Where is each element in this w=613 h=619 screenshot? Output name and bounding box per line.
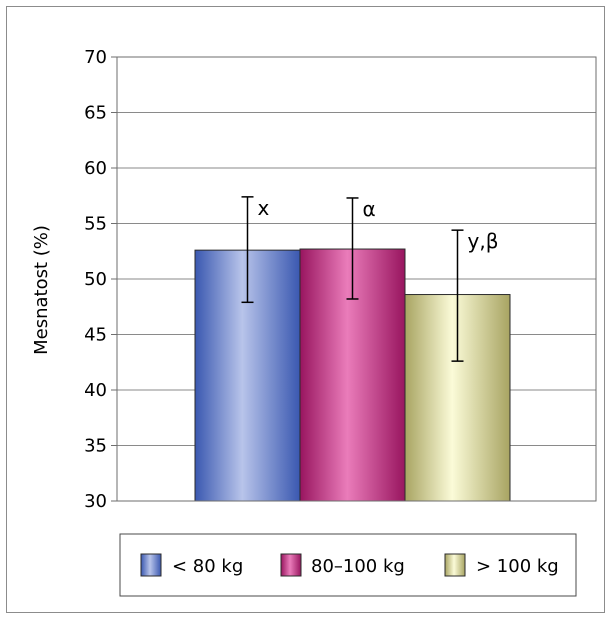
y-tick-label: 40	[84, 380, 107, 401]
legend: < 80 kg 80–100 kg > 100 kg	[119, 533, 577, 597]
significance-label: y,β	[468, 229, 499, 253]
significance-label: α	[363, 197, 376, 221]
legend-box	[119, 533, 577, 597]
error-bar	[346, 197, 359, 300]
significance-label: x	[258, 196, 270, 220]
legend-swatch	[140, 553, 162, 577]
legend-swatch	[280, 553, 302, 577]
y-tick-label: 35	[84, 436, 107, 457]
legend-label: < 80 kg	[172, 556, 243, 577]
y-tick-label: 55	[84, 214, 107, 235]
y-tick-label: 45	[84, 325, 107, 346]
y-tick-label: 65	[84, 103, 107, 124]
error-bar	[241, 196, 254, 304]
axes: 30 35 40 45 50 55 60 65 70	[84, 47, 597, 512]
chart-frame: x α y,β 30 35 40 45 50 55 60 65 70 Mesnatost (%) <…	[6, 6, 605, 613]
legend-swatch	[444, 553, 466, 577]
legend-label: > 100 kg	[476, 556, 559, 577]
legend-item: < 80 kg	[140, 553, 243, 577]
y-tick-label: 30	[84, 491, 107, 512]
error-bars: x α y,β	[241, 196, 499, 362]
bar-chart: x α y,β 30 35 40 45 50 55 60 65 70 Mesnatost (%) <…	[31, 47, 597, 597]
y-axis-label: Mesnatost (%)	[31, 225, 52, 355]
legend-item: 80–100 kg	[280, 553, 405, 577]
legend-item: > 100 kg	[444, 553, 559, 577]
y-tick-label: 60	[84, 158, 107, 179]
y-tick-label: 50	[84, 269, 107, 290]
legend-label: 80–100 kg	[311, 556, 405, 577]
y-tick-label: 70	[84, 47, 107, 68]
error-bar	[451, 229, 464, 362]
